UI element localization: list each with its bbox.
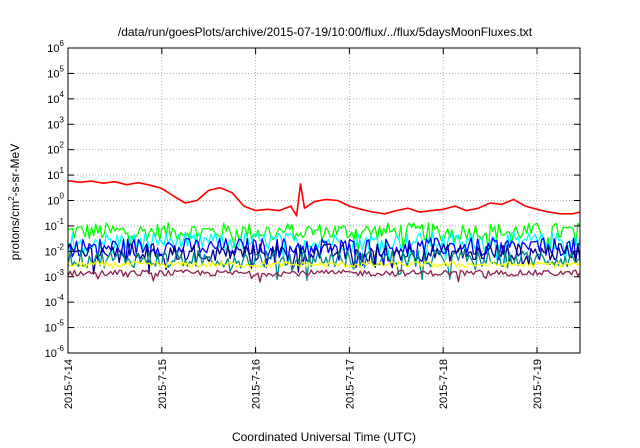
series-layer xyxy=(67,179,581,283)
y-tick-label: 10-3 xyxy=(45,268,65,284)
series-line-2 xyxy=(67,231,581,264)
y-tick-label: 103 xyxy=(47,115,64,131)
y-axis-ticks: 10-6 10-5 10-4 10-3 10-2 10-1 100 101 102 103 104 1… xyxy=(45,39,580,360)
series-line-1 xyxy=(67,222,581,253)
series-line-0 xyxy=(67,179,581,217)
y-tick-label: 100 xyxy=(47,192,64,208)
y-tick-label: 105 xyxy=(47,64,64,80)
x-tick-label: 2015-7-19 xyxy=(532,359,544,409)
y-tick-label: 10-4 xyxy=(45,293,65,309)
x-tick-label: 2015-7-16 xyxy=(251,359,263,409)
x-axis-label: Coordinated Universal Time (UTC) xyxy=(232,430,416,444)
series-line-4 xyxy=(67,243,581,275)
y-tick-label: 106 xyxy=(47,39,64,55)
x-tick-label: 2015-7-17 xyxy=(344,359,356,409)
y-axis-label: protons/cm2-s-sr-MeV xyxy=(7,144,22,260)
y-axis-label-sup: 2 xyxy=(7,196,16,201)
y-tick-label: 104 xyxy=(47,90,64,106)
x-axis-ticks: 2015-7-14 2015-7-15 2015-7-16 2015-7-17 2015… xyxy=(63,48,544,409)
series-line-7 xyxy=(67,269,581,283)
y-axis-label-rest: -s-sr-MeV xyxy=(8,144,22,197)
y-tick-label: 10-2 xyxy=(45,242,65,258)
x-tick-label: 2015-7-15 xyxy=(157,359,169,409)
x-tick-label: 2015-7-14 xyxy=(63,359,75,409)
y-tick-label: 10-5 xyxy=(45,319,65,335)
series-line-6 xyxy=(67,260,581,269)
x-tick-label: 2015-7-18 xyxy=(438,359,450,409)
y-axis-label-main: protons/cm xyxy=(8,201,22,260)
series-line-3 xyxy=(67,237,581,269)
y-tick-label: 10-1 xyxy=(45,217,65,233)
chart-title: /data/run/goesPlots/archive/2015-07-19/1… xyxy=(118,25,533,39)
y-tick-label: 102 xyxy=(47,141,64,157)
y-tick-label: 101 xyxy=(47,166,64,182)
y-tick-label: 10-6 xyxy=(45,344,65,360)
